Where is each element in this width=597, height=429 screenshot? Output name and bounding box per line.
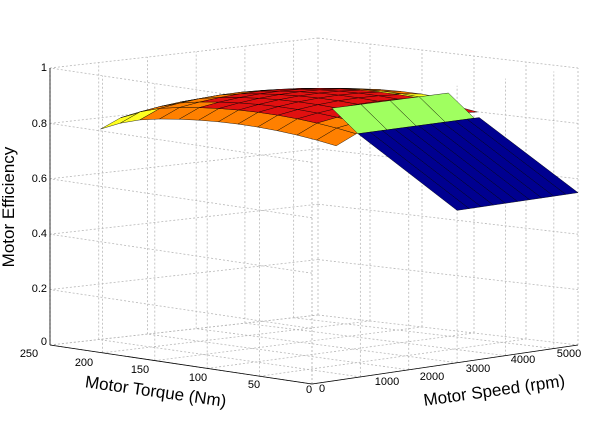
grid-line bbox=[207, 332, 475, 369]
speed-tick: 1000 bbox=[375, 376, 399, 388]
grid-line bbox=[49, 123, 313, 163]
surface bbox=[100, 88, 579, 211]
surface-patch bbox=[466, 117, 579, 195]
grid-line bbox=[49, 289, 313, 329]
grid-line bbox=[317, 203, 579, 235]
torque-tick: 150 bbox=[131, 364, 149, 376]
z-axis-label: Motor Efficiency bbox=[0, 146, 18, 267]
speed-tick: 3000 bbox=[466, 363, 490, 375]
grid-lines bbox=[49, 37, 579, 385]
grid-line bbox=[49, 314, 319, 346]
grid-line bbox=[259, 338, 527, 377]
grid-line bbox=[49, 233, 313, 274]
grid-line bbox=[49, 37, 319, 69]
grid-line bbox=[244, 322, 506, 357]
z-tick: 0.4 bbox=[32, 228, 47, 240]
speed-tick: 0 bbox=[319, 383, 325, 395]
grid-line bbox=[317, 259, 579, 290]
grid-line bbox=[293, 317, 554, 349]
z-tick: 0 bbox=[41, 336, 47, 348]
z-tick: 0.8 bbox=[32, 118, 47, 130]
grid-line bbox=[98, 339, 361, 378]
z-tick: 0.2 bbox=[32, 283, 47, 295]
z-tick: 1 bbox=[41, 62, 47, 74]
torque-axis-line bbox=[49, 344, 313, 385]
torque-tick: 0 bbox=[306, 384, 312, 396]
speed-tick: 4000 bbox=[511, 354, 535, 366]
z-tick: 0.6 bbox=[32, 173, 47, 185]
torque-tick: 50 bbox=[248, 379, 260, 391]
grid-line bbox=[49, 178, 313, 219]
speed-axis-line bbox=[311, 344, 579, 385]
torque-tick: 250 bbox=[20, 348, 38, 360]
torque-tick: 100 bbox=[189, 372, 207, 384]
grid-line bbox=[317, 314, 579, 346]
grid-line bbox=[317, 37, 579, 69]
speed-tick: 2000 bbox=[420, 371, 444, 383]
grid-line bbox=[49, 148, 319, 180]
speed-tick: 5000 bbox=[557, 348, 581, 360]
torque-tick: 200 bbox=[75, 357, 93, 369]
grid-line bbox=[49, 203, 319, 235]
grid-line bbox=[102, 320, 371, 354]
grid-line bbox=[154, 326, 423, 361]
tick-labels: 0 0.2 0.4 0.6 0.8 1 250 200 150 100 50 0… bbox=[20, 62, 581, 396]
grid-line bbox=[49, 259, 319, 290]
